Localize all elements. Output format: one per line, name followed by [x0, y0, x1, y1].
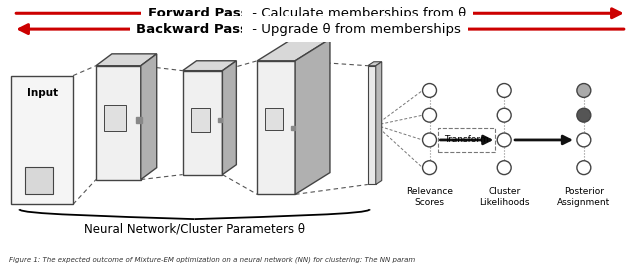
Polygon shape — [257, 61, 295, 194]
Text: Backward Pass: Backward Pass — [136, 23, 248, 36]
Polygon shape — [96, 54, 157, 66]
Polygon shape — [182, 61, 236, 71]
Text: Posterior
Assignment: Posterior Assignment — [557, 187, 611, 207]
Polygon shape — [265, 108, 283, 130]
Polygon shape — [368, 66, 376, 184]
Circle shape — [497, 108, 511, 122]
Polygon shape — [295, 39, 330, 194]
Text: Input: Input — [27, 89, 58, 99]
Circle shape — [497, 133, 511, 147]
Text: - Upgrade θ from memberships: - Upgrade θ from memberships — [248, 23, 461, 36]
Text: Neural Network/Cluster Parameters θ: Neural Network/Cluster Parameters θ — [84, 222, 305, 235]
Circle shape — [422, 161, 436, 175]
Circle shape — [577, 161, 591, 175]
Text: - Calculate memberships from θ: - Calculate memberships from θ — [248, 7, 467, 20]
Polygon shape — [141, 54, 157, 180]
Text: Forward Pass: Forward Pass — [148, 7, 248, 20]
Polygon shape — [12, 76, 73, 204]
Text: Cluster
Likelihoods: Cluster Likelihoods — [479, 187, 529, 207]
Polygon shape — [257, 39, 330, 61]
FancyBboxPatch shape — [438, 128, 495, 152]
Polygon shape — [104, 105, 126, 131]
Polygon shape — [96, 66, 141, 180]
Circle shape — [497, 83, 511, 97]
Circle shape — [422, 133, 436, 147]
Circle shape — [422, 83, 436, 97]
Polygon shape — [368, 62, 381, 66]
Circle shape — [577, 133, 591, 147]
Polygon shape — [223, 61, 236, 175]
Text: Transform: Transform — [445, 136, 489, 144]
Polygon shape — [182, 71, 223, 175]
Polygon shape — [376, 62, 381, 184]
Text: Figure 1: The expected outcome of Mixture-EM optimization on a neural network (N: Figure 1: The expected outcome of Mixtur… — [10, 256, 415, 263]
Text: Relevance
Scores: Relevance Scores — [406, 187, 453, 207]
Circle shape — [497, 161, 511, 175]
Polygon shape — [191, 108, 211, 132]
Circle shape — [577, 108, 591, 122]
Circle shape — [422, 108, 436, 122]
Circle shape — [577, 83, 591, 97]
Polygon shape — [26, 167, 53, 194]
Text: Forward Pass: Forward Pass — [269, 7, 371, 20]
